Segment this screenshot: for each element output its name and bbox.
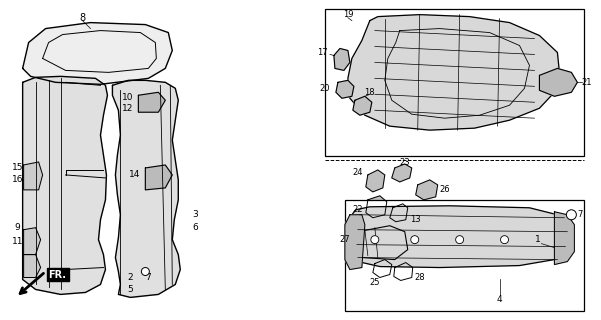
Text: 22: 22 [352,205,363,214]
Text: 8: 8 [79,12,85,23]
Text: 25: 25 [370,278,380,287]
Text: 1: 1 [534,235,540,244]
Text: 4: 4 [496,295,502,304]
Polygon shape [373,260,392,277]
Text: 20: 20 [320,84,330,93]
Polygon shape [416,180,438,200]
Polygon shape [366,196,387,218]
Polygon shape [348,15,560,130]
Text: 26: 26 [440,185,450,194]
Text: 10: 10 [122,93,133,102]
Text: 2: 2 [127,273,133,282]
Polygon shape [23,23,172,84]
Polygon shape [366,170,385,192]
Polygon shape [390,204,407,222]
Text: 7: 7 [578,210,583,219]
Circle shape [456,236,463,244]
Text: 7: 7 [145,273,151,282]
Text: 6: 6 [192,223,198,232]
Circle shape [371,236,379,244]
Polygon shape [554,212,575,265]
Polygon shape [23,228,41,255]
Text: 19: 19 [343,10,353,19]
Text: 11: 11 [12,237,23,246]
Text: 16: 16 [12,175,23,184]
Polygon shape [23,76,108,294]
Polygon shape [138,92,165,112]
Text: 21: 21 [581,78,592,87]
Text: 14: 14 [129,171,141,180]
Polygon shape [23,162,43,190]
Polygon shape [540,68,578,96]
Text: FR.: FR. [49,269,67,279]
Circle shape [566,210,576,220]
Polygon shape [392,164,412,182]
Text: 12: 12 [122,104,133,113]
Text: 5: 5 [127,285,133,294]
Bar [325,9,584,156]
Polygon shape [350,206,575,268]
Text: 13: 13 [410,215,420,224]
Polygon shape [334,49,350,70]
Text: 3: 3 [192,210,198,219]
Circle shape [410,236,419,244]
Text: 17: 17 [317,48,328,57]
Polygon shape [352,226,407,260]
Text: 27: 27 [339,235,350,244]
Polygon shape [394,262,413,280]
Text: 24: 24 [352,168,363,178]
Polygon shape [23,255,41,277]
Polygon shape [112,80,180,297]
Bar [345,200,584,311]
Text: 9: 9 [15,223,20,232]
Text: 23: 23 [400,158,410,167]
Circle shape [501,236,508,244]
Polygon shape [353,96,372,115]
Text: 28: 28 [415,273,426,282]
Polygon shape [345,215,365,269]
Polygon shape [336,80,354,98]
Circle shape [141,268,150,276]
Polygon shape [145,165,172,190]
Text: 18: 18 [365,88,375,97]
Text: 15: 15 [12,164,23,172]
